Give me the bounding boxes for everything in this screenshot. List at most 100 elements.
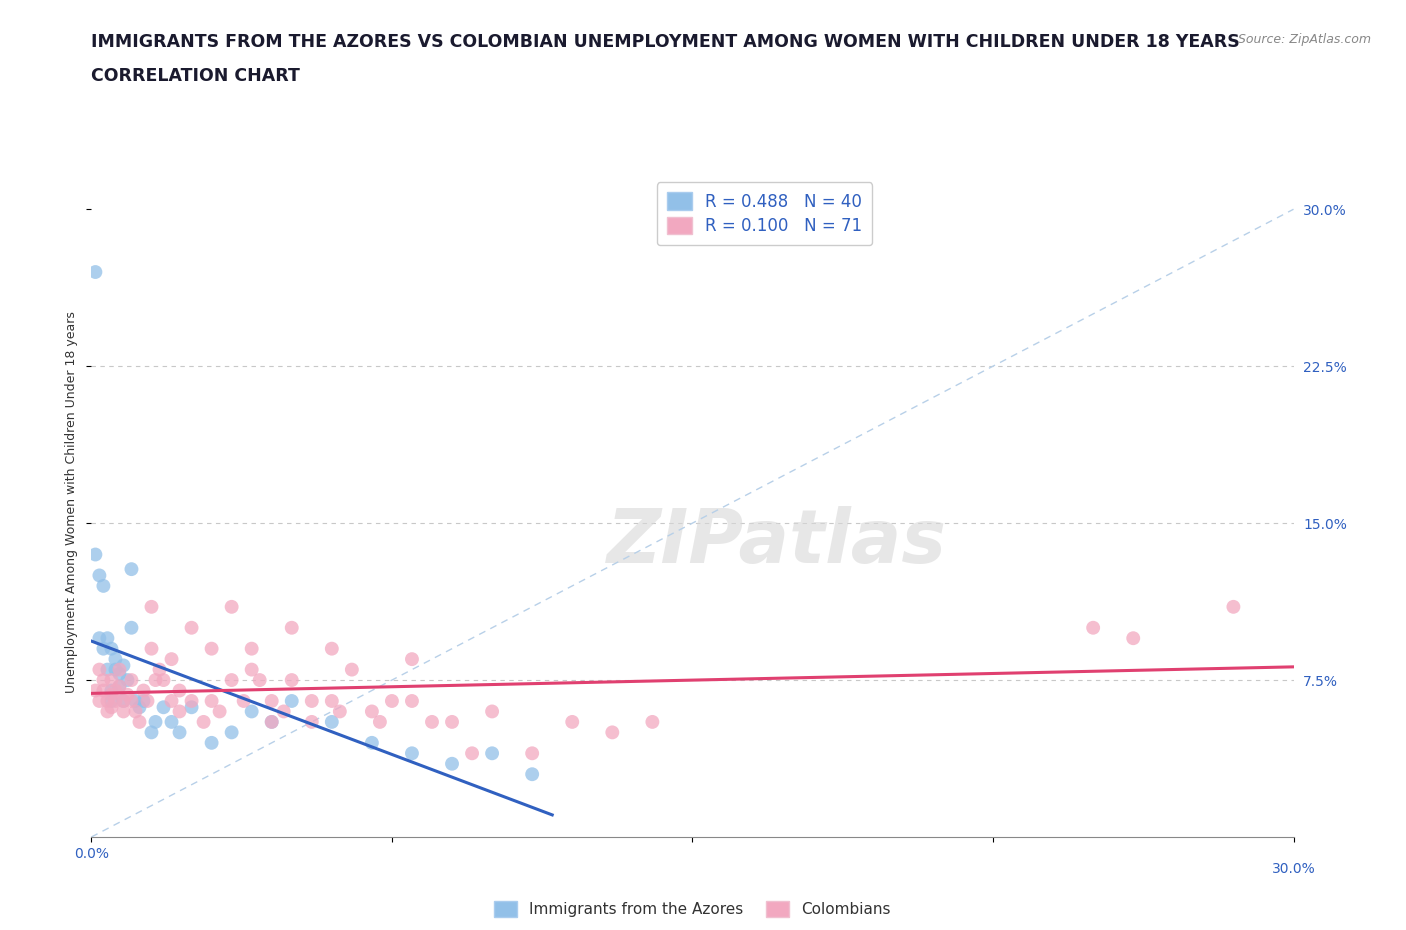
Point	[420, 714, 443, 729]
Point	[440, 714, 463, 729]
Point	[100, 672, 122, 687]
Point	[180, 700, 202, 715]
Point	[201, 736, 224, 751]
Point	[84, 683, 107, 698]
Point	[321, 714, 343, 729]
Point	[221, 725, 243, 740]
Point	[108, 679, 131, 694]
Point	[169, 704, 191, 719]
Point	[145, 714, 167, 729]
Point	[112, 704, 135, 719]
Point	[602, 725, 624, 740]
Point	[561, 714, 583, 729]
Point	[260, 694, 283, 709]
Point	[104, 694, 127, 709]
Point	[160, 694, 183, 709]
Text: IMMIGRANTS FROM THE AZORES VS COLOMBIAN UNEMPLOYMENT AMONG WOMEN WITH CHILDREN U: IMMIGRANTS FROM THE AZORES VS COLOMBIAN …	[91, 33, 1240, 50]
Point	[160, 652, 183, 667]
Point	[240, 704, 263, 719]
Point	[108, 679, 131, 694]
Point	[1083, 620, 1105, 635]
Point	[281, 694, 304, 709]
Point	[93, 578, 115, 593]
Point	[208, 704, 231, 719]
Point	[89, 694, 111, 709]
Point	[321, 642, 343, 657]
Legend: Immigrants from the Azores, Colombians: Immigrants from the Azores, Colombians	[488, 895, 897, 923]
Point	[329, 704, 352, 719]
Text: CORRELATION CHART: CORRELATION CHART	[91, 67, 301, 85]
Point	[112, 694, 135, 709]
Point	[89, 568, 111, 583]
Point	[249, 672, 271, 687]
Point	[273, 704, 295, 719]
Point	[148, 662, 170, 677]
Point	[124, 694, 146, 709]
Point	[240, 662, 263, 677]
Point	[381, 694, 404, 709]
Point	[321, 694, 343, 709]
Point	[121, 620, 143, 635]
Point	[301, 714, 323, 729]
Point	[152, 700, 174, 715]
Point	[522, 766, 544, 781]
Point	[152, 672, 174, 687]
Point	[128, 714, 150, 729]
Point	[93, 683, 115, 698]
Point	[121, 672, 143, 687]
Point	[260, 714, 283, 729]
Point	[96, 704, 118, 719]
Point	[1122, 631, 1144, 645]
Point	[180, 694, 202, 709]
Point	[193, 714, 215, 729]
Point	[522, 746, 544, 761]
Point	[141, 642, 163, 657]
Point	[260, 714, 283, 729]
Point	[100, 683, 122, 698]
Point	[84, 547, 107, 562]
Point	[481, 746, 503, 761]
Point	[201, 694, 224, 709]
Point	[96, 694, 118, 709]
Point	[481, 704, 503, 719]
Point	[141, 600, 163, 615]
Point	[121, 562, 143, 577]
Point	[108, 667, 131, 682]
Point	[201, 642, 224, 657]
Point	[1222, 600, 1244, 615]
Point	[128, 700, 150, 715]
Point	[360, 704, 382, 719]
Point	[169, 683, 191, 698]
Point	[281, 620, 304, 635]
Point	[141, 725, 163, 740]
Text: Source: ZipAtlas.com: Source: ZipAtlas.com	[1237, 33, 1371, 46]
Point	[93, 642, 115, 657]
Point	[104, 683, 127, 698]
Point	[301, 694, 323, 709]
Point	[145, 672, 167, 687]
Point	[132, 683, 155, 698]
Point	[440, 756, 463, 771]
Point	[401, 652, 423, 667]
Point	[221, 672, 243, 687]
Point	[281, 672, 304, 687]
Point	[160, 714, 183, 729]
Point	[401, 746, 423, 761]
Point	[360, 736, 382, 751]
Point	[104, 652, 127, 667]
Point	[221, 600, 243, 615]
Point	[117, 687, 139, 702]
Point	[100, 694, 122, 709]
Point	[117, 672, 139, 687]
Point	[112, 694, 135, 709]
Point	[96, 631, 118, 645]
Text: ZIPatlas: ZIPatlas	[606, 506, 946, 578]
Point	[108, 662, 131, 677]
Point	[124, 704, 146, 719]
Point	[89, 662, 111, 677]
Y-axis label: Unemployment Among Women with Children Under 18 years: Unemployment Among Women with Children U…	[65, 312, 79, 693]
Point	[112, 658, 135, 673]
Point	[180, 620, 202, 635]
Point	[232, 694, 254, 709]
Point	[136, 694, 159, 709]
